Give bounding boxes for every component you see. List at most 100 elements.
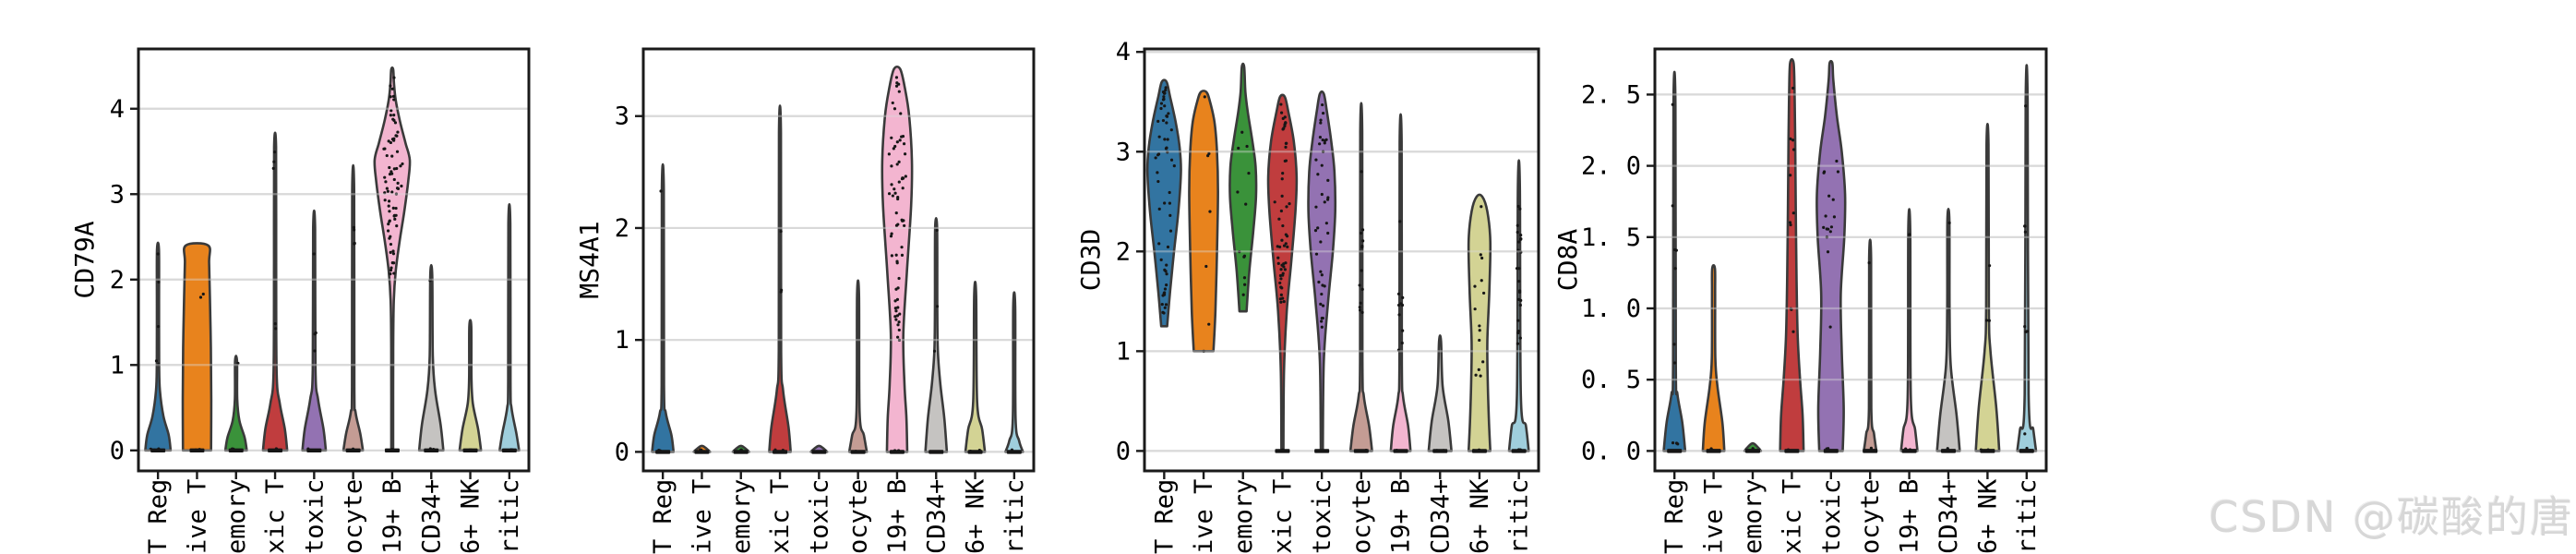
expression-dot (388, 165, 391, 170)
x-tick-label: ritic (1000, 479, 1029, 554)
violin-cd79a-ritic (497, 202, 521, 452)
expression-dot (1519, 298, 1523, 302)
expression-dot (1206, 154, 1210, 158)
expression-dot (897, 328, 901, 332)
expression-dot (1165, 146, 1168, 150)
expression-dot (895, 297, 900, 301)
x-tick-label: 19+ B (378, 479, 407, 554)
expression-dot (156, 252, 160, 256)
x-tick-label: T Reg (144, 479, 173, 554)
expression-dot (1279, 268, 1283, 271)
expression-dot (1481, 360, 1485, 364)
expression-dot (352, 228, 356, 232)
expression-dot (2023, 325, 2027, 329)
expression-dot (895, 314, 900, 318)
expression-dot (1836, 170, 1840, 174)
y-tick-label: 0. 5 (1581, 366, 1641, 394)
expression-dot (1671, 441, 1675, 445)
expression-dot (890, 183, 893, 187)
violin-body (768, 104, 792, 453)
expression-dot (387, 199, 391, 203)
violin-cd8a-t-reg (1662, 70, 1687, 452)
expression-dot (1319, 240, 1323, 244)
expression-dot (1172, 164, 1176, 168)
violin-body (1662, 70, 1687, 452)
expression-dot (1157, 135, 1161, 138)
expression-dot (1360, 170, 1363, 174)
expression-dot (394, 213, 398, 217)
expression-dot (389, 268, 393, 272)
expression-dot (1244, 202, 1248, 206)
expression-dot (2023, 230, 2027, 234)
x-tick-label: xic T (1778, 479, 1806, 554)
y-tick-label: 2 (110, 266, 125, 295)
expression-dot (932, 349, 937, 353)
expression-dot (893, 187, 896, 191)
expression-dot (383, 191, 387, 195)
violin-body (1701, 263, 1726, 452)
expression-dot (1208, 210, 1212, 213)
expression-dot (1473, 307, 1477, 311)
expression-dot (1789, 174, 1792, 177)
x-tick-label: 19+ B (883, 479, 912, 554)
y-tick-label: 1 (615, 326, 629, 355)
y-tick-label: 2. 5 (1581, 80, 1641, 109)
expression-dot (897, 320, 901, 324)
x-tick-label: emory (727, 479, 756, 554)
violin-cd3d-ritic (1507, 159, 1530, 452)
expression-dot (935, 228, 939, 232)
expression-dot (389, 84, 392, 88)
expression-dot (893, 144, 897, 149)
x-axis: T Reg ive T emory xic T toxic ocyte 19+ B CD34+… (649, 471, 1029, 554)
expression-dot (392, 114, 396, 117)
expression-dot (1672, 343, 1676, 346)
expression-dot (384, 180, 388, 184)
x-tick-label: 6+ NK (457, 478, 485, 554)
expression-dot (1237, 146, 1240, 151)
expression-dot (890, 232, 893, 235)
expression-dot (1168, 201, 1172, 205)
violin-body (847, 279, 869, 453)
expression-dot (392, 118, 396, 122)
expression-dot (1163, 287, 1168, 291)
x-tick-label: emory (1739, 479, 1767, 554)
violin-body (1427, 334, 1453, 452)
expression-dot (1320, 163, 1324, 167)
zero-dash (1863, 449, 1878, 453)
expression-dot (1824, 214, 1827, 218)
x-tick-label: CD34+ (1426, 479, 1455, 554)
expression-dot (1164, 303, 1168, 307)
expression-dot (392, 167, 396, 171)
expression-dot (1826, 250, 1830, 254)
expression-dot (894, 211, 898, 215)
expression-dot (1323, 141, 1326, 145)
expression-dot (1318, 136, 1323, 139)
csdn-watermark: CSDN @碳酸的唐 (2209, 492, 2574, 542)
violin-body (1815, 59, 1847, 452)
violin-cd3d-19-b (1389, 113, 1412, 452)
zero-dash (1432, 449, 1448, 453)
zero-dash (501, 448, 517, 452)
expression-dot (1277, 217, 1281, 221)
expression-dot (1242, 276, 1247, 280)
expression-dot (1358, 283, 1361, 287)
y-axis: 0 1 2 3 (615, 102, 643, 466)
expression-dot (895, 81, 899, 85)
expression-dot (1518, 290, 1522, 295)
violin-body (2016, 64, 2038, 452)
expression-dot (1474, 373, 1478, 377)
expression-dot (395, 150, 400, 153)
expression-dot (1359, 301, 1362, 305)
violin-cd8a-19-b (1899, 208, 1919, 452)
zero-dash (1745, 449, 1760, 453)
x-tick-label: ritic (2013, 479, 2042, 554)
expression-dot (274, 327, 278, 331)
expression-dot (1397, 313, 1401, 317)
expression-dot (393, 121, 398, 125)
axes-frame (1653, 47, 2048, 473)
zero-dash (268, 448, 283, 452)
expression-dot (1822, 225, 1826, 229)
violin-body (417, 263, 445, 452)
expression-dot (428, 278, 433, 282)
y-tick-label: 1. 5 (1581, 223, 1641, 252)
